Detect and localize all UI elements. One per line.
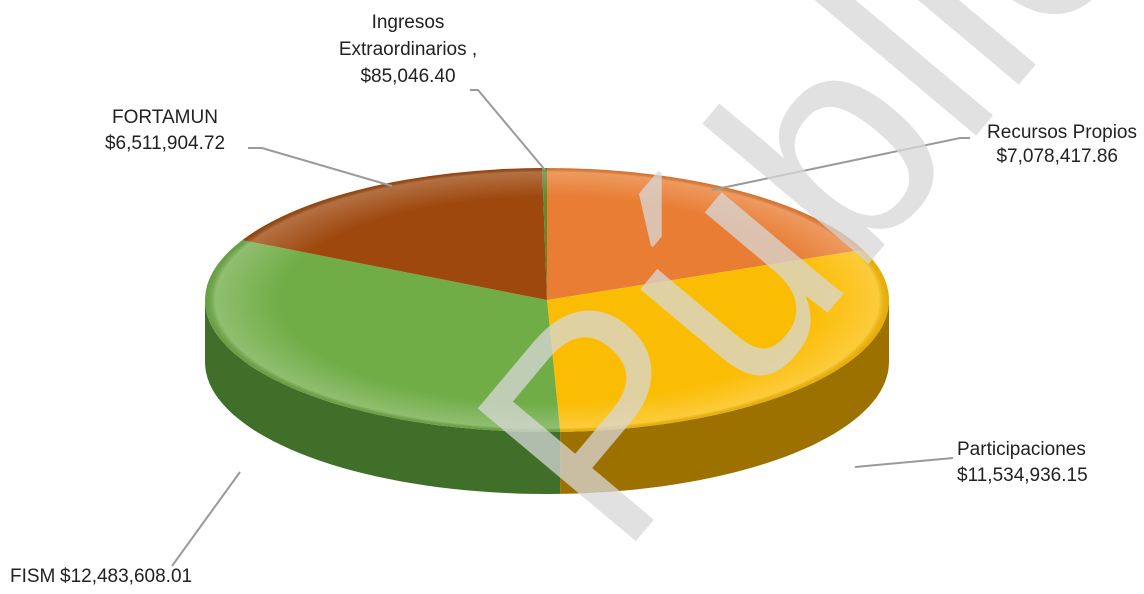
label-recursos-propios-name: Recursos Propios [987, 122, 1137, 143]
watermark-text: Pública [412, 0, 1144, 594]
slice-side-participaciones [560, 300, 889, 494]
label-fortamun-name: FORTAMUN [112, 107, 218, 128]
slice-labels: Recursos Propios $7,078,417.86 Participa… [10, 12, 1137, 587]
leader-line-ingresos [470, 89, 546, 171]
leader-line-participaciones [854, 457, 954, 468]
leader-line-fism [171, 471, 241, 567]
pie-top-sheen [205, 168, 889, 432]
label-fism-name: FISM [10, 566, 55, 587]
slice-side-fism [205, 300, 561, 494]
label-ingresos-value: $85,046.40 [360, 66, 455, 87]
leader-line-recursos-propios [711, 137, 970, 191]
label-fortamun-value: $6,511,904.72 [105, 133, 225, 154]
label-ingresos-line1: Ingresos [372, 12, 445, 33]
label-participaciones-value: $11,534,936.15 [957, 465, 1088, 486]
label-ingresos-line2: Extraordinarios , [339, 39, 477, 60]
leader-line-fortamun [248, 147, 393, 187]
label-participaciones-name: Participaciones [957, 439, 1086, 460]
pie-sides [205, 300, 889, 494]
label-fism-value: $12,483,608.01 [60, 566, 192, 587]
label-recursos-propios-value: $7,078,417.86 [996, 146, 1118, 167]
leader-lines [171, 89, 970, 567]
